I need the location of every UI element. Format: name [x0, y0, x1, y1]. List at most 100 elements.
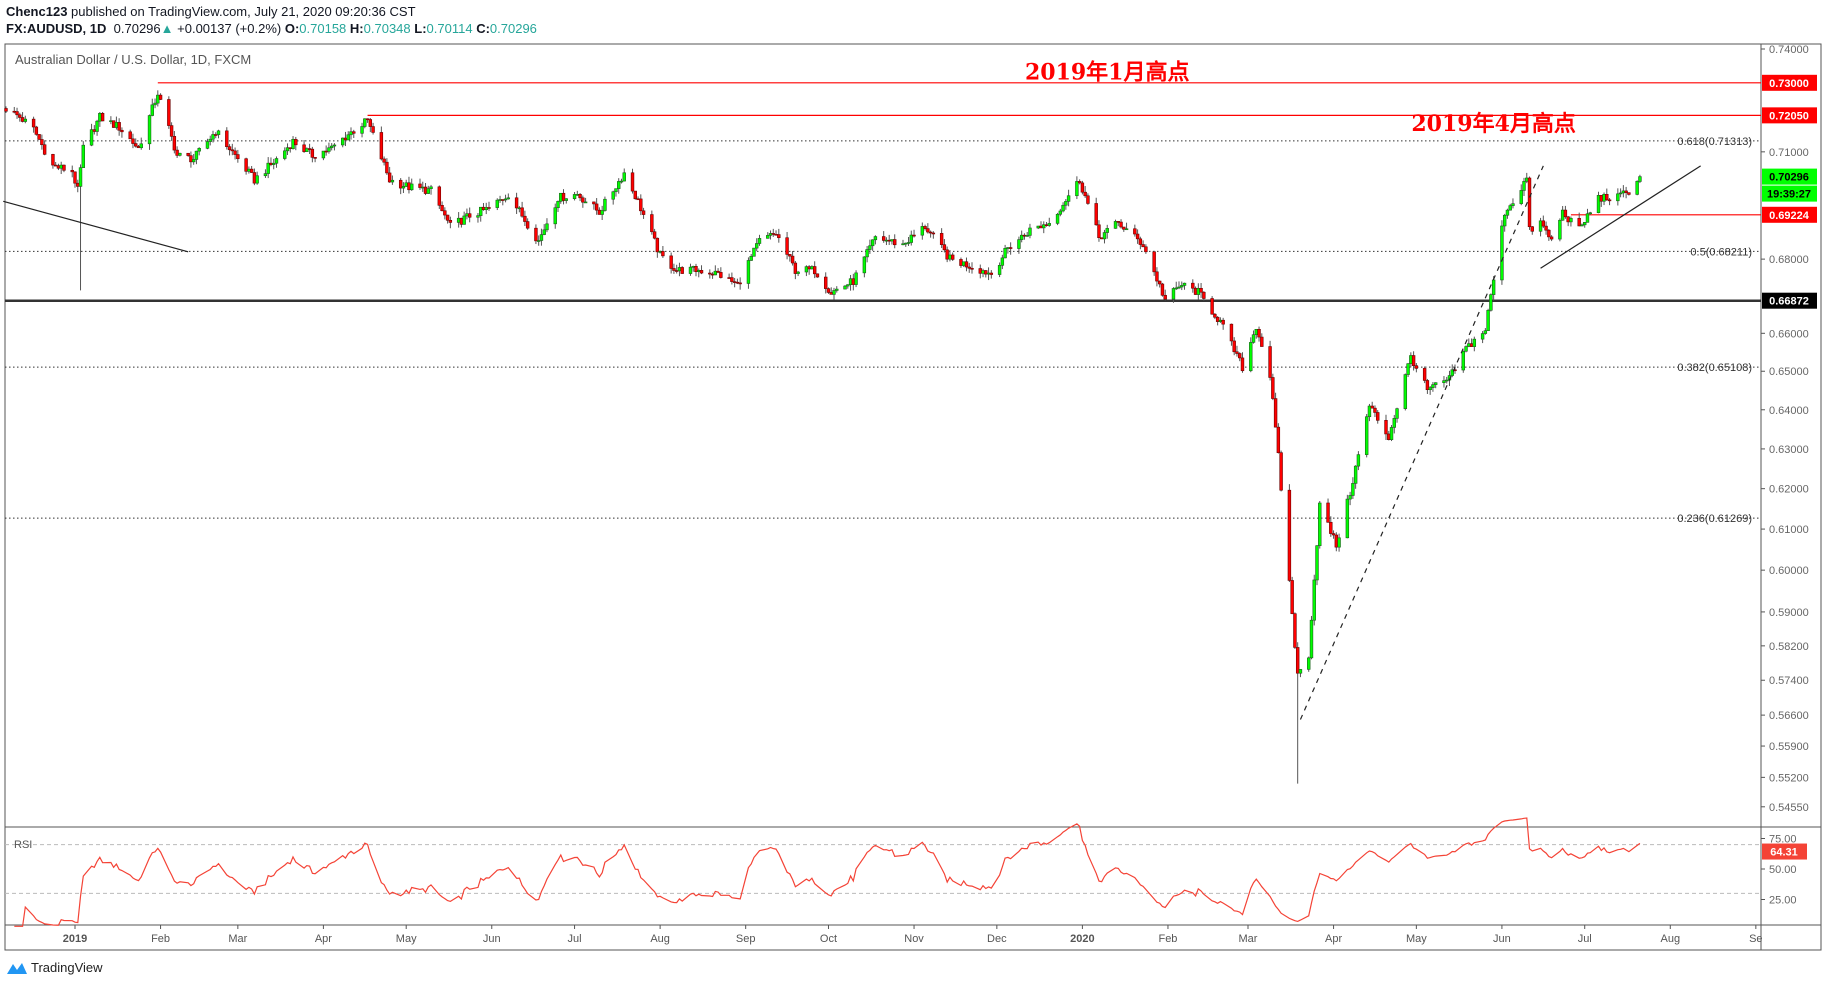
candle-body-down [881, 236, 886, 241]
candle-body-up [23, 118, 28, 122]
time-axis[interactable]: 2019 Feb Mar Apr May Jun Jul Aug Sep Oct Nov Dec 202… [63, 925, 1763, 945]
candle [484, 202, 488, 215]
candle [1373, 405, 1377, 418]
candle [691, 265, 695, 272]
candle-body-up [506, 197, 511, 200]
candle [746, 257, 751, 289]
candle [652, 228, 657, 240]
candle [1240, 352, 1245, 373]
candle-body-up [1315, 545, 1319, 581]
candle-body-down [294, 139, 298, 146]
low-value: 0.70114 [426, 21, 473, 36]
candle-body-down [923, 226, 927, 229]
candle [1193, 286, 1198, 295]
candle [1422, 366, 1427, 384]
dashed-uptrend-line[interactable] [1299, 165, 1544, 720]
candle-body-down [100, 113, 105, 122]
candle [443, 207, 447, 220]
candle [1213, 313, 1217, 320]
candle-body-up [1483, 330, 1488, 334]
candle-body-down [1152, 251, 1156, 273]
candle-body-up [476, 215, 480, 218]
candle [1152, 250, 1156, 276]
candle [1218, 317, 1223, 323]
candle [178, 152, 182, 157]
candle-body-up [1602, 194, 1606, 202]
rsi-value-bg [1762, 843, 1807, 860]
candle [1583, 222, 1587, 228]
candle-body-up [410, 183, 414, 191]
candle-body-down [1414, 365, 1419, 369]
bar-countdown-label-bg [1762, 185, 1817, 202]
candle-body-up [1318, 502, 1322, 546]
rsi-tick-label: 25.00 [1769, 895, 1797, 907]
candle [1086, 193, 1090, 205]
candle [884, 237, 889, 246]
candle-body-down [1268, 346, 1272, 378]
candle-body-up [197, 148, 201, 152]
time-tick-label: May [1406, 933, 1427, 945]
candle [694, 263, 698, 277]
candle-body-up [1505, 209, 1510, 216]
candle [139, 137, 143, 150]
candle [233, 147, 237, 160]
candle [865, 246, 869, 263]
candle [1411, 351, 1416, 371]
price-axis[interactable]: 0.74000 0.71000 0.68000 0.66000 0.65000 0.640… [1761, 44, 1817, 814]
candle-body-down [1411, 355, 1416, 366]
candle [1616, 188, 1620, 206]
candle [1544, 221, 1548, 235]
candle-body-up [1486, 309, 1490, 331]
candle-body-down [448, 219, 453, 223]
time-tick-label: 2019 [63, 933, 87, 945]
candle-body-down [719, 272, 723, 278]
candle [1549, 235, 1554, 242]
candle [1563, 205, 1568, 219]
candle-body-up [600, 210, 604, 215]
candle-body-down [514, 197, 519, 209]
candle [912, 229, 916, 238]
time-tick-label: Oct [820, 933, 837, 945]
candle-body-up [997, 265, 1002, 275]
candle [117, 118, 121, 136]
downtrend-line[interactable] [3, 200, 189, 253]
candle-body-up [305, 148, 309, 152]
candle [1257, 326, 1261, 342]
candle-body-down [501, 199, 505, 201]
candle [777, 228, 781, 243]
text-annotation[interactable]: 2019年4月高点 [1411, 111, 1576, 137]
candle [1287, 484, 1292, 583]
candle [379, 126, 384, 161]
candle-body-down [445, 214, 450, 221]
triangle-support-line[interactable] [1540, 165, 1701, 269]
candle [506, 193, 511, 200]
candle [255, 171, 259, 185]
candle [539, 228, 544, 246]
candle [1450, 364, 1454, 378]
candle-body-down [1527, 177, 1532, 228]
text-annotation[interactable]: 2019年1月高点 [1025, 59, 1190, 85]
candle [1210, 296, 1214, 315]
candle-body-up [327, 147, 331, 152]
candle [324, 145, 328, 156]
candle [677, 262, 682, 277]
candle [727, 273, 731, 279]
last-price: 0.70296 [113, 21, 161, 36]
rsi-value-label: 64.31 [1770, 847, 1798, 859]
candle-body-up [98, 113, 102, 122]
candle-body-down [1384, 420, 1388, 435]
candle [1215, 316, 1220, 326]
candle [31, 116, 36, 133]
tradingview-logo[interactable]: TradingView [6, 960, 103, 975]
candle-body-down [1044, 224, 1049, 227]
open-value: 0.70158 [299, 21, 347, 36]
candle [1182, 282, 1187, 290]
candle [730, 272, 734, 285]
candle [440, 201, 444, 212]
candle [824, 272, 828, 294]
candle-body-up [539, 234, 544, 241]
candle [410, 178, 414, 191]
author-name[interactable]: Chenc123 [6, 4, 68, 19]
candle-body-up [1000, 257, 1005, 266]
